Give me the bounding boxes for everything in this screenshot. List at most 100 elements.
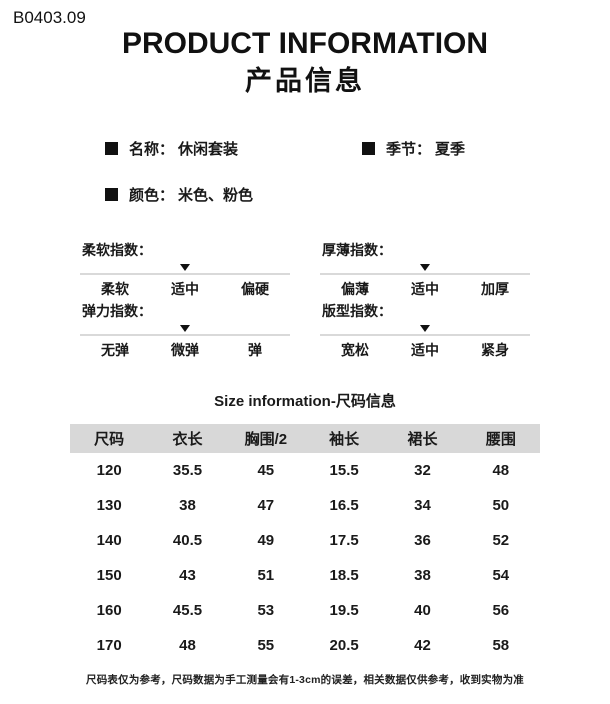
attribute-label: 季节： [386, 141, 432, 158]
table-cell: 160 [96, 602, 122, 619]
table-cell: 45.5 [172, 602, 203, 619]
column-header: 袖长 [304, 424, 384, 453]
index-option-label: 偏硬 [241, 281, 269, 297]
attribute-item: 季节： 夏季 [362, 138, 610, 159]
table-cell: 51 [257, 567, 275, 584]
index-option-label: 宽松 [341, 342, 369, 358]
size-table: 尺码 衣长 胸围/2 袖长 裙长 腰围 120 35.5 45 15.5 32 48 130 38 47 1… [70, 424, 540, 663]
product-code: B0403.09 [13, 8, 86, 27]
marker-arrow-icon [180, 264, 190, 271]
scale-divider-line [80, 334, 290, 336]
column-header: 胸围/2 [226, 424, 305, 453]
marker-arrow-icon [180, 325, 190, 332]
bullet-square-icon [362, 142, 375, 155]
index-option-label: 适中 [411, 342, 439, 358]
index-options-row: 柔软 适中 偏硬 [80, 280, 290, 298]
column-header: 腰围 [461, 424, 540, 453]
size-table-note: 尺码表仅为参考，尺码数据为手工测量会有1-3cm的误差，相关数据仅供参考，收到实… [86, 674, 524, 686]
index-options-row: 宽松 适中 紧身 [320, 341, 530, 359]
table-cell: 42 [414, 637, 431, 654]
bullet-square-icon [105, 142, 118, 155]
table-row: 150 43 51 18.5 38 54 [70, 558, 540, 593]
size-table-header: 尺码 衣长 胸围/2 袖长 裙长 腰围 [70, 424, 540, 453]
marker-arrow-icon [420, 325, 430, 332]
index-option-label: 无弹 [101, 342, 129, 358]
index-option-label: 微弹 [171, 342, 199, 358]
index-option-label: 紧身 [481, 342, 509, 358]
index-option-label: 适中 [171, 281, 199, 297]
index-option-label: 柔软 [101, 281, 129, 297]
table-cell: 47 [257, 497, 275, 514]
index-scale-label: 版型指数： [322, 303, 392, 319]
table-cell: 36 [414, 532, 431, 549]
table-row: 170 48 55 20.5 42 58 [70, 628, 540, 663]
table-cell: 45 [257, 462, 275, 479]
attributes-section: 名称： 休闲套装 季节： 夏季颜色： 米色、粉色 [105, 138, 610, 205]
index-scale-label: 弹力指数： [82, 303, 152, 319]
table-cell: 20.5 [329, 637, 359, 654]
table-cell: 43 [179, 567, 196, 584]
table-cell: 52 [492, 532, 510, 549]
index-options-row: 偏薄 适中 加厚 [320, 280, 530, 298]
table-cell: 120 [96, 462, 122, 479]
bullet-square-icon [105, 188, 118, 201]
column-header: 衣长 [148, 424, 227, 453]
table-cell: 50 [492, 497, 510, 514]
table-cell: 140 [96, 532, 122, 549]
table-cell: 49 [257, 532, 275, 549]
table-cell: 54 [492, 567, 510, 584]
table-cell: 19.5 [329, 602, 359, 619]
column-header: 尺码 [70, 424, 149, 453]
scale-divider-line [320, 334, 530, 336]
scale-divider-line [320, 273, 530, 275]
index-marker-row [320, 320, 530, 334]
table-cell: 38 [179, 497, 196, 514]
page-title-chinese: 产品信息 [245, 66, 365, 96]
marker-arrow-icon [420, 264, 430, 271]
attribute-value: 夏季 [435, 141, 466, 158]
attribute-item: 颜色： 米色、粉色 [105, 184, 362, 205]
index-scale-label: 厚薄指数： [322, 242, 392, 258]
table-cell: 34 [414, 497, 431, 514]
table-cell: 48 [179, 637, 196, 654]
index-scale-label: 柔软指数： [82, 242, 152, 258]
table-cell: 16.5 [329, 497, 359, 514]
index-option-label: 加厚 [481, 281, 509, 297]
table-cell: 130 [96, 497, 122, 514]
column-header: 裙长 [383, 424, 462, 453]
attribute-label: 名称： [129, 141, 175, 158]
table-cell: 170 [96, 637, 122, 654]
table-cell: 150 [96, 567, 122, 584]
index-option-label: 偏薄 [341, 281, 369, 297]
attribute-value: 米色、粉色 [178, 187, 254, 204]
page-title-english: PRODUCT INFORMATION [121, 27, 489, 60]
table-cell: 15.5 [329, 462, 359, 479]
index-scale: 柔软指数： 柔软 适中 偏硬 [80, 242, 290, 298]
table-cell: 58 [492, 637, 510, 654]
attribute-value: 休闲套装 [178, 141, 239, 158]
index-scale: 弹力指数： 无弹 微弹 弹 [80, 303, 290, 359]
scale-divider-line [80, 273, 290, 275]
size-section-title: Size information-尺码信息 [214, 393, 396, 410]
table-cell: 53 [257, 602, 275, 619]
indices-section: 柔软指数： 柔软 适中 偏硬 厚薄指数： 偏薄 适中 加厚 弹力指数： 无弹 微弹弹版型指数： 宽松适… [80, 242, 530, 359]
table-cell: 48 [492, 462, 510, 479]
table-cell: 35.5 [172, 462, 203, 479]
index-marker-row [80, 259, 290, 273]
table-row: 160 45.5 53 19.5 40 56 [70, 593, 540, 628]
table-cell: 32 [414, 462, 431, 479]
table-cell: 56 [492, 602, 510, 619]
table-cell: 18.5 [329, 567, 359, 584]
table-cell: 17.5 [329, 532, 359, 549]
index-scale: 版型指数： 宽松 适中 紧身 [320, 303, 530, 359]
index-options-row: 无弹 微弹 弹 [80, 341, 290, 359]
table-cell: 40 [414, 602, 431, 619]
table-cell: 38 [414, 567, 431, 584]
table-row: 130 38 47 16.5 34 50 [70, 488, 540, 523]
table-row: 140 40.5 49 17.5 36 52 [70, 523, 540, 558]
table-cell: 55 [257, 637, 275, 654]
index-marker-row [80, 320, 290, 334]
index-option-label: 弹 [248, 342, 262, 358]
index-scale: 厚薄指数： 偏薄 适中 加厚 [320, 242, 530, 298]
